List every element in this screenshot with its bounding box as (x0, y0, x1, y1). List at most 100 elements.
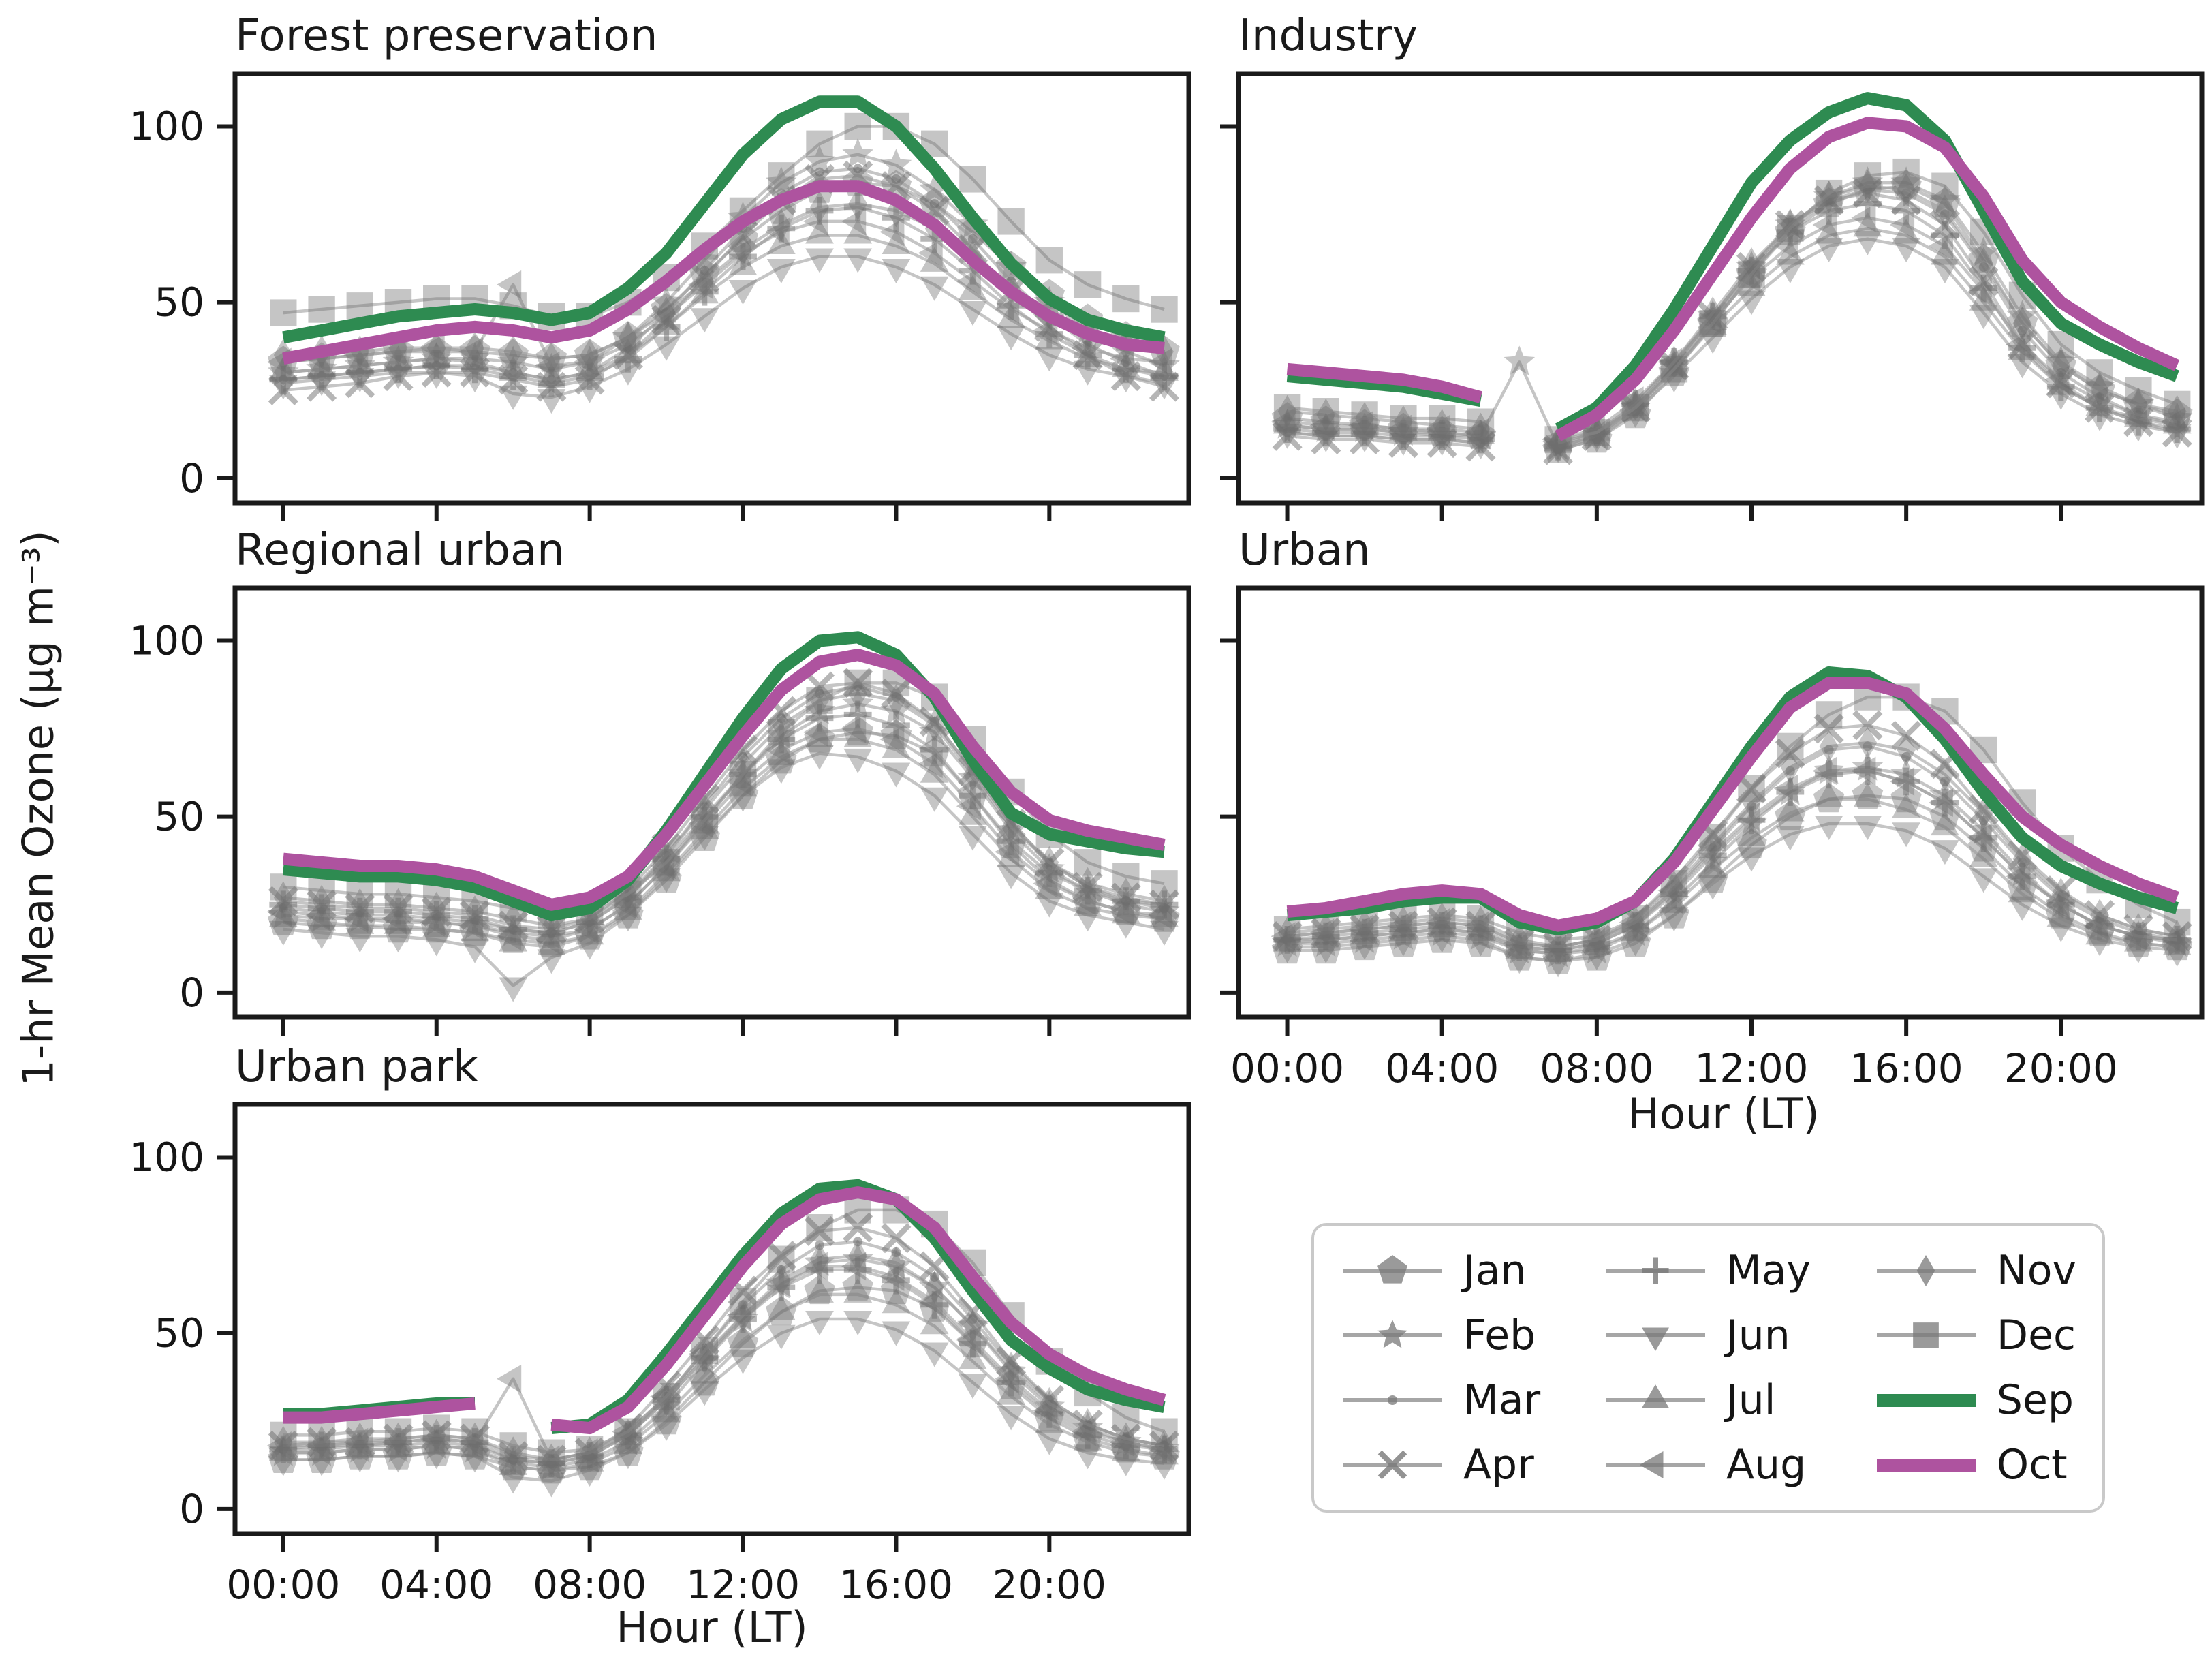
triangle-down-marker (882, 1321, 911, 1346)
triangle-left-marker (420, 1424, 445, 1453)
triangle-down-marker (1427, 431, 1457, 456)
triangle-left-marker (995, 837, 1020, 867)
triangle-left-marker (1033, 869, 1058, 898)
triangle-up-marker (1035, 1408, 1064, 1433)
triangle-down-marker (997, 326, 1025, 351)
triangle-down-marker (384, 1448, 413, 1473)
triangle-left-marker (1109, 344, 1134, 373)
triangle-up-marker (1073, 342, 1102, 367)
series-jun-regional-urban (268, 745, 1179, 1002)
triangle-up-marker (345, 1433, 375, 1458)
triangle-down-marker (2124, 417, 2153, 442)
triangle-left-marker (1425, 414, 1450, 444)
x-marker (881, 1223, 912, 1254)
thin-diamond-marker (848, 1239, 868, 1272)
square-marker (1467, 408, 1495, 435)
plus-marker (345, 897, 374, 926)
thin-diamond-marker (1155, 884, 1174, 918)
square-marker (806, 130, 833, 157)
triangle-down-marker (728, 787, 758, 812)
triangle-left-marker (1657, 347, 1683, 377)
triangle-down-marker (1853, 230, 1882, 255)
legend-label-jun: Jun (1726, 1311, 1790, 1359)
thin-diamond-marker (1858, 726, 1878, 760)
triangle-left-marker (305, 901, 330, 930)
square-marker (1429, 901, 1456, 929)
thin-diamond-marker (1974, 247, 1993, 280)
plus-marker (422, 352, 451, 379)
triangle-down-marker (1698, 875, 1728, 900)
triangle-up-marker (307, 905, 336, 931)
triangle-up-marker (2008, 878, 2037, 903)
legend: Jan Feb Mar Apr May Jun Jul Aug Nov Dec Sep Oct (1311, 1223, 2105, 1513)
thin-diamond-marker (886, 1246, 906, 1280)
triangle-up-marker (920, 247, 949, 272)
series-sep-forest-preservation (282, 95, 1166, 344)
legend-entry-jul: Jul (1603, 1368, 1811, 1433)
panel-forest-preservation: 0 50 100 (129, 71, 1191, 521)
series-jul-forest-preservation (268, 219, 1179, 388)
square-glyph (1913, 1322, 1939, 1348)
triangle-up-marker (997, 303, 1025, 328)
triangle-left-marker (650, 1382, 675, 1411)
triangle-up-marker (843, 723, 873, 747)
plus-marker (882, 1266, 910, 1295)
triangle-up-marker (2162, 930, 2192, 955)
triangle-up-marker (882, 1288, 911, 1314)
triangle-up-marker (1350, 920, 1379, 945)
triangle-down-marker (1892, 238, 1920, 262)
triangle-left-marker (497, 1364, 522, 1393)
triangle-up-marker (1814, 219, 1843, 244)
x-tick-label: 04:00 (1385, 1045, 1499, 1091)
triangle-left-marker (573, 915, 598, 944)
point-marker (967, 234, 978, 244)
thin-diamond-marker (733, 233, 753, 266)
triangle-up-marker (805, 1277, 834, 1303)
thin-diamond-marker (1742, 247, 1761, 280)
thin-diamond-marker (2129, 912, 2148, 946)
triangle-left-marker (2044, 890, 2070, 919)
x-tick-label: 12:00 (1694, 1045, 1808, 1091)
square-marker (1035, 247, 1063, 274)
triangle-up-marker (1969, 285, 1998, 311)
thin-diamond-marker (1001, 1352, 1021, 1385)
legend-label-jan: Jan (1463, 1246, 1527, 1295)
series-jul-urban-park (268, 1277, 1179, 1478)
plus-marker (576, 1442, 604, 1470)
triangle-down-marker (1660, 907, 1689, 932)
triangle-left-marker (841, 1252, 867, 1281)
plus-marker (269, 365, 298, 394)
triangle-down-marker (1350, 427, 1379, 452)
square-marker (1351, 401, 1378, 429)
thin-diamond-marker (1393, 405, 1413, 439)
triangle-down-marker (1150, 375, 1179, 400)
triangle-left-marker (1148, 1435, 1172, 1463)
legend-label-jul: Jul (1726, 1376, 1776, 1425)
thin-diamond-marker (1116, 1422, 1136, 1455)
triangle-up-marker (1737, 272, 1766, 296)
star-icon (1343, 1319, 1442, 1348)
triangle-left-marker (1148, 901, 1172, 930)
legend-entry-sep: Sep (1873, 1368, 2076, 1433)
x-marker (1891, 720, 1922, 751)
triangle-left-glyph (1640, 1451, 1664, 1479)
thin-diamond-marker (733, 747, 753, 781)
series-dec-urban (1273, 683, 2191, 954)
legend-label-dec: Dec (1996, 1311, 2076, 1359)
triangle-left-marker (918, 1287, 943, 1316)
triangle-up-marker (268, 902, 298, 927)
y-tick-label: 0 (179, 970, 204, 1016)
star-marker (880, 694, 912, 725)
thin-diamond-marker (1277, 916, 1297, 950)
triangle-up-marker (2085, 391, 2114, 416)
thin-diamond-marker (542, 909, 561, 942)
plus-marker (1853, 189, 1882, 218)
triangle-up-icon (1606, 1384, 1706, 1408)
thin-diamond-marker (426, 331, 446, 365)
triangle-down-marker (614, 907, 642, 932)
star-marker (804, 145, 835, 175)
square-marker (691, 1337, 718, 1365)
triangle-up-marker (307, 1436, 336, 1461)
star-glyph (1377, 1319, 1407, 1348)
triangle-left-marker (343, 904, 369, 933)
